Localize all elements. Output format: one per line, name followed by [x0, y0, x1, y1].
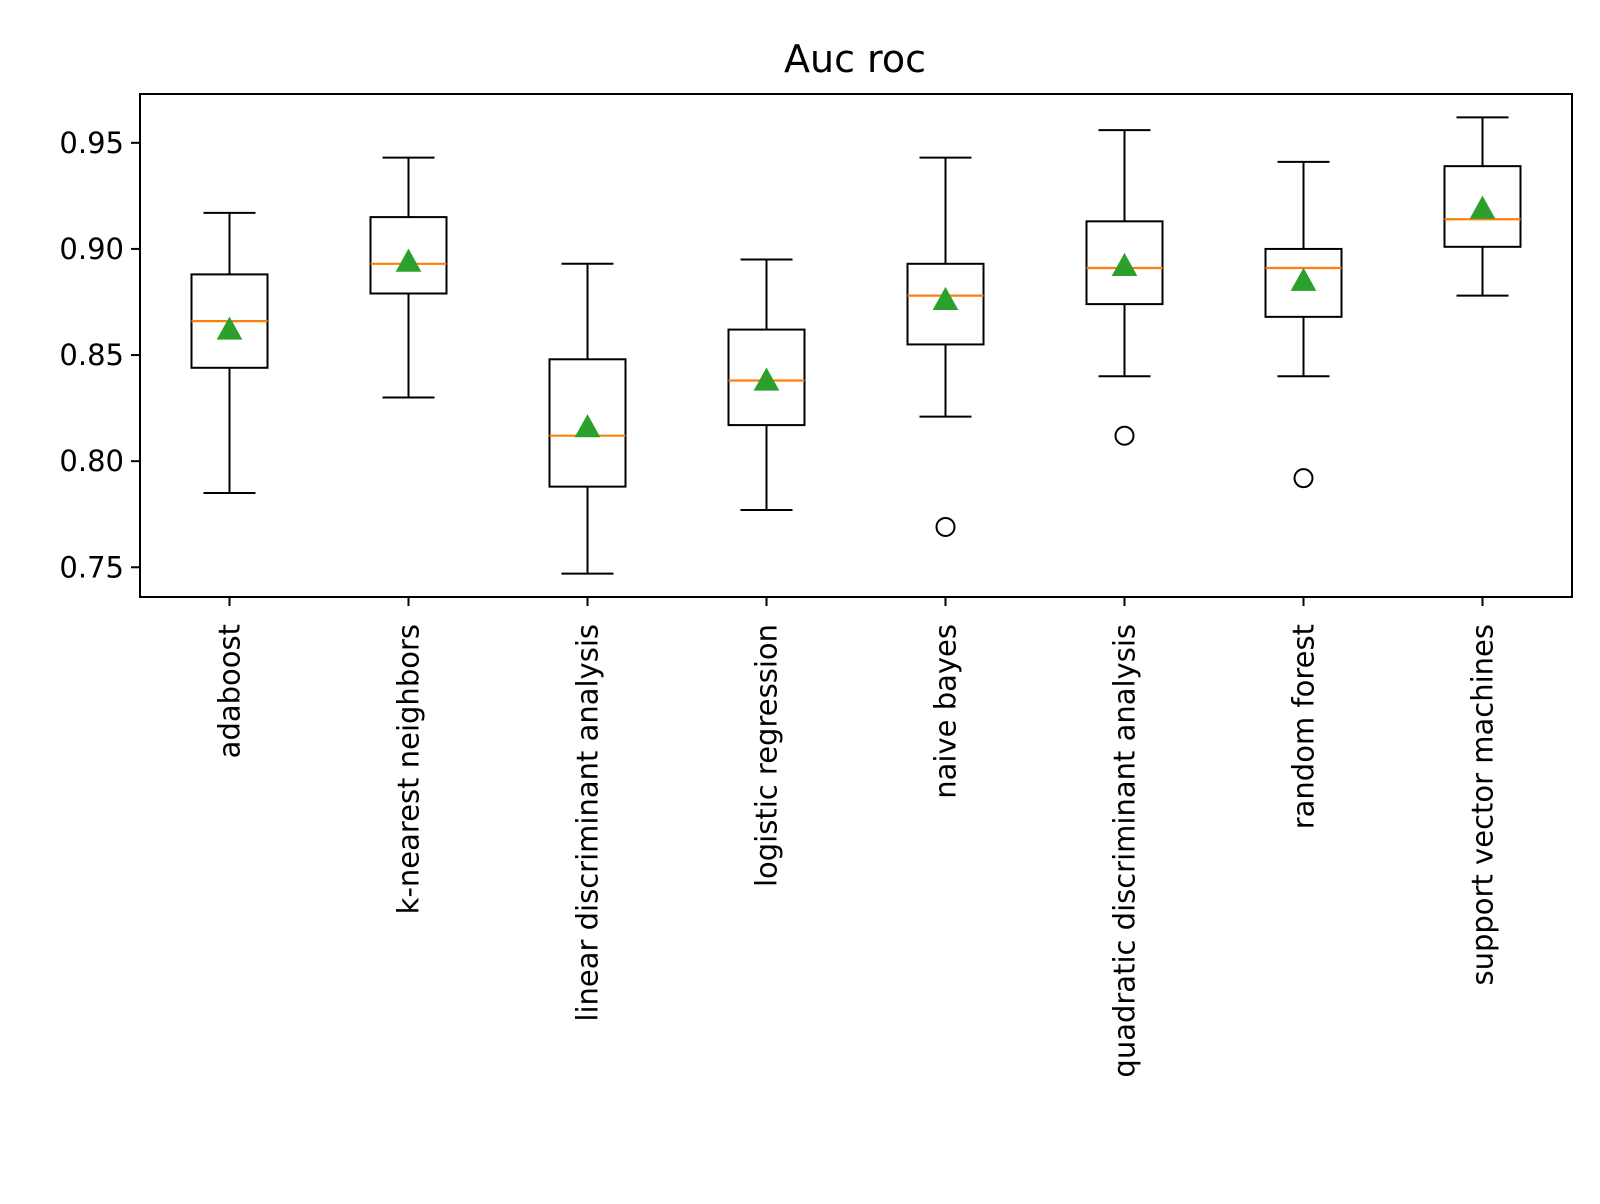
x-axis: adaboost k-nearest neighbors linear discri… [213, 597, 1500, 1078]
box-group [1443, 116, 1522, 297]
box-group [906, 156, 985, 537]
box-group [1264, 160, 1343, 489]
box-group [190, 211, 269, 495]
y-tick-label: 0.90 [59, 232, 124, 266]
y-tick-label: 0.95 [59, 126, 124, 160]
iqr-box [1264, 247, 1343, 318]
iqr-box [906, 262, 985, 346]
mean-marker [1111, 252, 1138, 277]
mean-marker [395, 248, 422, 272]
box-group [369, 156, 448, 399]
iqr-box [1085, 220, 1164, 306]
mean-marker [1469, 195, 1496, 219]
boxes-layer [190, 116, 1522, 575]
mean-marker [753, 367, 780, 391]
y-tick-label: 0.85 [59, 338, 124, 372]
iqr-box [727, 328, 806, 427]
chart-title: Auc roc [784, 37, 926, 81]
x-tick-label: k-nearest neighbors [392, 624, 426, 914]
x-tick-label: support vector machines [1466, 624, 1500, 986]
x-tick-label: quadratic discriminant analysis [1108, 624, 1142, 1078]
iqr-box [548, 358, 627, 488]
x-tick-label: linear discriminant analysis [571, 624, 605, 1022]
box-group [548, 262, 627, 575]
outlier-point [1293, 468, 1314, 489]
x-tick-label: adaboost [213, 624, 247, 758]
mean-marker [1290, 267, 1317, 291]
x-tick-label: random forest [1287, 624, 1321, 829]
mean-marker [574, 414, 601, 438]
y-axis: 0.75 0.80 0.85 0.90 0.95 [59, 126, 140, 584]
y-tick-label: 0.80 [59, 444, 124, 478]
box-group [1085, 129, 1164, 446]
y-tick-label: 0.75 [59, 550, 124, 584]
mean-marker [932, 286, 959, 310]
box-group [727, 258, 806, 511]
x-tick-label: logistic regression [750, 624, 784, 887]
iqr-box [1443, 165, 1522, 248]
x-tick-label: naive bayes [929, 624, 963, 799]
iqr-box [369, 216, 448, 295]
mean-marker [216, 316, 243, 340]
outlier-point [1114, 425, 1135, 446]
plot-frame [139, 93, 1573, 598]
outlier-point [935, 516, 956, 537]
